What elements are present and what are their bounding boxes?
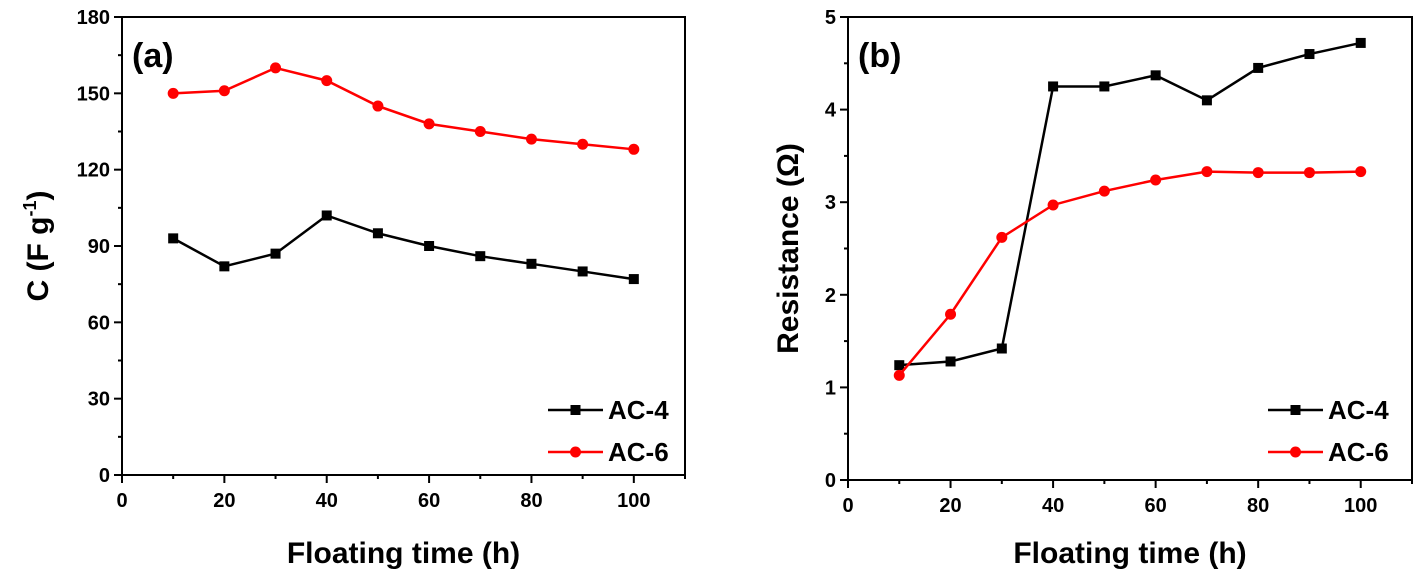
legend-label-ac-4: AC-4 [1328, 395, 1389, 425]
legend-marker [1290, 446, 1301, 458]
data-point-ac-6 [1201, 166, 1213, 178]
data-point-ac-4 [1201, 95, 1212, 106]
panel-label: (b) [858, 37, 901, 75]
data-point-ac-4 [1253, 62, 1264, 73]
plot-frame [121, 16, 686, 476]
data-point-ac-6 [577, 138, 589, 150]
data-point-ac-6 [1355, 166, 1367, 178]
y-tick-label: 120 [77, 160, 110, 182]
panel-label: (a) [132, 37, 174, 75]
data-point-ac-4 [577, 266, 588, 277]
data-point-ac-6 [270, 62, 282, 74]
x-tick-label: 60 [1145, 495, 1167, 517]
y-tick-label: 60 [88, 312, 110, 334]
data-point-ac-6 [372, 100, 384, 112]
data-point-ac-6 [321, 75, 333, 87]
data-point-ac-6 [1303, 167, 1315, 179]
x-axis-title: Floating time (h) [1013, 537, 1246, 570]
data-point-ac-6 [423, 118, 435, 130]
data-point-ac-6 [167, 87, 179, 99]
data-point-ac-4 [270, 248, 281, 259]
data-point-ac-4 [168, 233, 179, 244]
x-tick-label: 0 [842, 495, 853, 517]
series-line-ac-6 [173, 66, 634, 151]
legend-marker [1290, 405, 1301, 415]
data-point-ac-6 [893, 369, 905, 381]
y-axis-title: Resistance (Ω) [772, 143, 805, 354]
data-point-ac-4 [219, 261, 230, 272]
y-tick-label: 30 [88, 389, 110, 411]
legend-label-ac-6: AC-6 [608, 437, 669, 467]
data-point-ac-4 [372, 228, 383, 239]
legend-marker [570, 405, 581, 415]
data-point-ac-4 [321, 210, 332, 221]
data-point-ac-4 [475, 251, 486, 262]
x-tick-label: 20 [939, 495, 961, 517]
data-point-ac-6 [628, 143, 640, 155]
data-point-ac-4 [945, 356, 956, 367]
data-point-ac-4 [1048, 81, 1059, 92]
legend-label-ac-6: AC-6 [1328, 437, 1389, 467]
x-tick-label: 40 [1042, 495, 1064, 517]
data-point-ac-4 [628, 274, 639, 285]
y-tick-label: 1 [825, 377, 836, 399]
x-tick-label: 60 [418, 490, 440, 512]
chart-panel-a: 0 20 40 60 80 100 0 30 60 90 120 150 180 Floating tim… [20, 7, 686, 570]
y-tick-label: 180 [77, 7, 110, 29]
y-axis-title: C (F g-1) [20, 191, 55, 302]
x-tick-label: 40 [316, 490, 338, 512]
legend-label-ac-4: AC-4 [608, 395, 669, 425]
y-tick-label: 0 [825, 470, 836, 492]
data-point-ac-4 [1355, 37, 1366, 48]
chart-panel-b: 0 20 40 60 80 100 0 1 2 3 4 5 Floating time (h) Resis… [772, 7, 1413, 570]
data-point-ac-6 [1098, 185, 1110, 197]
y-tick-label: 90 [88, 236, 110, 258]
series-line-ac-6 [898, 170, 1361, 377]
data-point-ac-6 [1150, 174, 1162, 186]
data-point-ac-4 [1150, 70, 1161, 81]
y-tick-label: 2 [825, 285, 836, 307]
y-tick-label: 4 [825, 100, 837, 122]
legend-marker [570, 446, 581, 458]
data-point-ac-6 [1047, 199, 1059, 211]
x-tick-label: 100 [617, 490, 650, 512]
x-tick-label: 80 [1247, 495, 1269, 517]
series-line-ac-4 [899, 41, 1361, 367]
x-tick-label: 80 [520, 490, 542, 512]
data-point-ac-6 [996, 231, 1008, 243]
data-point-ac-4 [424, 241, 435, 251]
data-point-ac-6 [218, 85, 230, 97]
y-tick-label: 150 [77, 83, 110, 105]
data-point-ac-6 [525, 133, 537, 145]
data-point-ac-6 [945, 308, 957, 320]
data-point-ac-4 [1304, 49, 1315, 60]
y-tick-label: 3 [825, 192, 836, 214]
series-line-ac-4 [172, 214, 635, 281]
data-point-ac-4 [1099, 81, 1110, 92]
data-point-ac-4 [996, 343, 1007, 354]
x-tick-label: 100 [1344, 495, 1377, 517]
data-point-ac-4 [526, 258, 537, 269]
data-point-ac-4 [894, 360, 905, 371]
y-tick-label: 5 [825, 7, 836, 29]
y-tick-label: 0 [99, 465, 110, 487]
x-tick-label: 20 [213, 490, 235, 512]
x-tick-label: 0 [116, 490, 127, 512]
x-axis-title: Floating time (h) [287, 537, 520, 570]
data-point-ac-6 [474, 126, 486, 137]
data-point-ac-6 [1252, 167, 1264, 179]
